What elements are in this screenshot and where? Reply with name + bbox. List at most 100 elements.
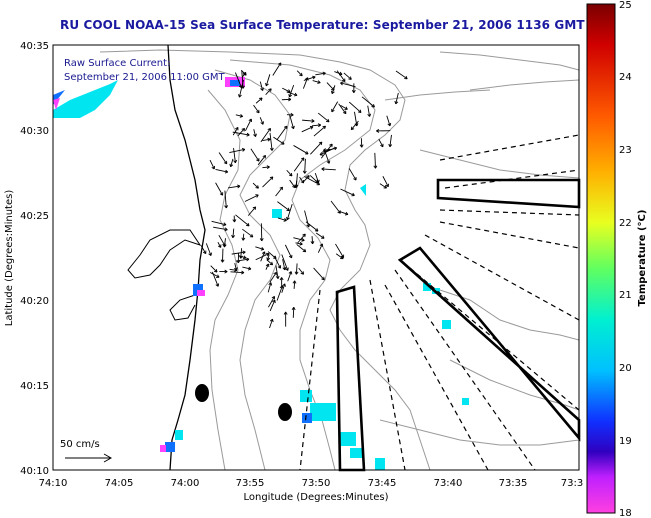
bay-outline xyxy=(169,294,196,321)
current-vector xyxy=(211,220,227,226)
current-vector xyxy=(275,186,283,197)
bathymetry-contours xyxy=(99,49,580,471)
current-vector xyxy=(253,104,260,114)
current-vector xyxy=(295,242,303,245)
current-vector xyxy=(304,158,306,174)
current-vector xyxy=(379,183,387,189)
current-vector xyxy=(255,253,270,261)
current-vector xyxy=(253,129,257,137)
current-vector xyxy=(229,268,238,271)
current-vector xyxy=(343,72,352,80)
current-vector xyxy=(262,166,270,169)
current-vector xyxy=(386,115,391,127)
y-tick: 40:20 xyxy=(20,296,49,307)
current-vector xyxy=(205,243,212,256)
current-vector xyxy=(304,210,310,228)
map-frame xyxy=(52,44,580,471)
current-vector xyxy=(382,176,389,187)
current-vector xyxy=(288,84,295,98)
current-vector xyxy=(367,105,371,117)
current-vector xyxy=(269,318,273,329)
current-vector xyxy=(282,87,291,93)
current-vector xyxy=(230,158,234,167)
x-axis-label: Longitude (Degrees:Minutes) xyxy=(243,492,388,503)
current-vector xyxy=(314,172,320,183)
current-vector xyxy=(218,152,228,165)
current-vector xyxy=(266,259,273,266)
current-vector xyxy=(302,119,315,122)
current-vector xyxy=(334,71,343,75)
current-vector xyxy=(323,148,331,151)
current-vector xyxy=(215,182,223,196)
current-vector xyxy=(297,233,306,244)
current-vector xyxy=(242,233,245,241)
current-vector xyxy=(354,111,358,127)
current-vector xyxy=(276,285,283,301)
current-vector xyxy=(317,243,323,253)
current-vector xyxy=(348,101,362,113)
current-vector xyxy=(232,127,239,136)
current-vector xyxy=(339,211,349,215)
current-vector xyxy=(259,117,264,125)
current-vector xyxy=(227,185,241,189)
current-vector xyxy=(218,234,226,247)
current-vector xyxy=(259,81,264,91)
current-vector xyxy=(335,253,344,260)
current-vector xyxy=(260,128,271,143)
current-vector xyxy=(302,77,309,89)
current-vector xyxy=(311,124,321,127)
current-vector xyxy=(209,159,215,170)
current-vector xyxy=(295,263,298,275)
current-vector xyxy=(269,299,276,312)
current-vector xyxy=(210,265,218,273)
scale-arrow-label: 50 cm/s xyxy=(60,439,100,450)
current-vector xyxy=(242,266,252,270)
current-vector xyxy=(315,72,326,76)
current-vector xyxy=(210,272,220,278)
current-vector xyxy=(292,307,295,318)
current-vector xyxy=(298,267,304,275)
current-vector xyxy=(211,271,219,287)
current-vector xyxy=(299,176,304,184)
current-vector xyxy=(304,176,320,186)
current-vector xyxy=(315,232,325,239)
current-vector xyxy=(340,188,355,196)
current-vector xyxy=(231,251,246,255)
current-vector xyxy=(378,138,384,148)
current-vector xyxy=(286,169,293,177)
current-vector xyxy=(265,74,271,87)
current-vector xyxy=(242,228,254,238)
y-tick: 40:10 xyxy=(20,466,49,477)
current-vector xyxy=(265,263,269,270)
current-note-line1: Raw Surface Current: xyxy=(64,58,171,69)
current-vector xyxy=(235,114,243,117)
current-vector xyxy=(289,179,296,188)
colorbar-tick: 22 xyxy=(619,218,632,229)
x-tick: 74:10 xyxy=(39,478,68,489)
current-vector xyxy=(313,267,325,281)
current-vector xyxy=(269,272,277,283)
current-vector xyxy=(338,103,347,114)
current-vector xyxy=(269,132,273,151)
y-tick: 40:30 xyxy=(20,126,49,137)
current-note-line2: September 21, 2006 11:00 GMT xyxy=(64,72,225,83)
figure-title: RU COOL NOAA-15 Sea Surface Temperature:… xyxy=(60,18,585,32)
river-inlet xyxy=(127,229,202,279)
current-vector xyxy=(235,214,250,227)
current-vector xyxy=(326,82,335,91)
current-vector xyxy=(331,101,339,113)
current-vector xyxy=(289,114,295,129)
current-vector xyxy=(229,148,245,153)
current-vector xyxy=(267,254,270,261)
current-vector xyxy=(348,168,357,181)
current-vector xyxy=(272,62,282,76)
current-vector xyxy=(267,282,272,293)
current-vector xyxy=(241,70,244,89)
y-axis-label: Latitude (Degrees:Minutes) xyxy=(4,190,15,327)
current-vector xyxy=(340,104,348,110)
x-tick: 73:35 xyxy=(499,478,528,489)
current-vector xyxy=(313,125,326,137)
current-vector xyxy=(237,128,245,137)
current-vector xyxy=(232,131,250,136)
current-vector xyxy=(224,190,227,209)
